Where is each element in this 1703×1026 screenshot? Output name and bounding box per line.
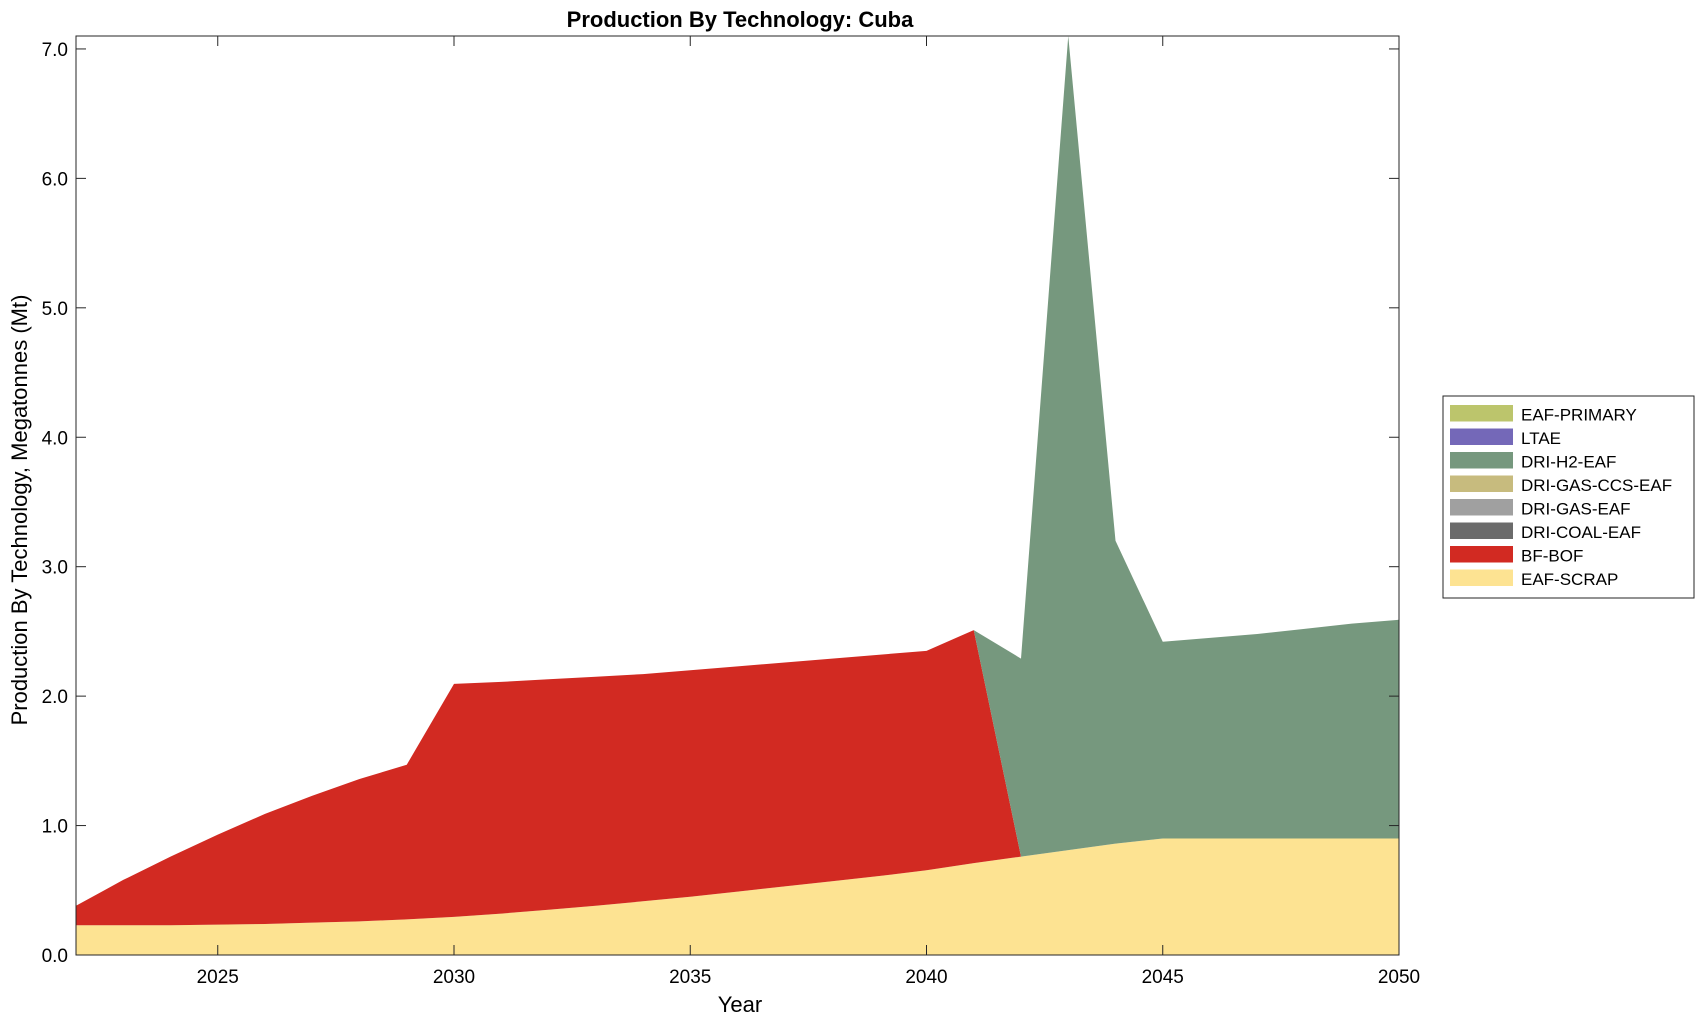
legend-item-dri-gas-ccs-eaf: DRI-GAS-CCS-EAF (1450, 475, 1672, 495)
chart-title: Production By Technology: Cuba (567, 7, 914, 32)
x-tick-label: 2045 (1142, 967, 1184, 988)
x-tick-label: 2050 (1378, 967, 1420, 988)
legend-item-dri-coal-eaf: DRI-COAL-EAF (1450, 522, 1641, 542)
chart-areas (76, 36, 1399, 955)
legend-box (1442, 395, 1695, 599)
legend-label: DRI-COAL-EAF (1521, 523, 1641, 542)
legend-item-ltae: LTAE (1450, 428, 1561, 448)
legend-label: DRI-H2-EAF (1521, 453, 1616, 472)
legend-label: EAF-SCRAP (1521, 570, 1618, 589)
y-tick-label: 4.0 (42, 428, 68, 449)
y-tick-label: 0.0 (42, 946, 68, 967)
legend-item-bf-bof: BF-BOF (1450, 546, 1583, 566)
legend-swatch (1450, 522, 1513, 539)
x-tick-label: 2025 (197, 967, 239, 988)
y-tick-label: 1.0 (42, 817, 68, 838)
y-tick-label: 6.0 (42, 169, 68, 190)
x-tick-label: 2040 (905, 967, 947, 988)
x-tick-label: 2030 (433, 967, 475, 988)
y-tick-label: 5.0 (42, 299, 68, 320)
y-tick-label: 3.0 (42, 558, 68, 579)
legend-swatch (1450, 452, 1513, 469)
legend-swatch (1450, 428, 1513, 445)
legend-swatch (1450, 475, 1513, 492)
legend-label: LTAE (1521, 429, 1561, 448)
y-tick-label: 2.0 (42, 687, 68, 708)
area-bf-bof (76, 630, 1399, 926)
chart-axes: 2025 2030 2035 2040 2045 2050 0.0 1.0 2.0 3.0 4.0 5… (42, 35, 1420, 988)
plot-frame (75, 35, 1400, 956)
legend-swatch (1450, 546, 1513, 563)
legend-swatch (1450, 569, 1513, 586)
legend-label: DRI-GAS-CCS-EAF (1521, 476, 1672, 495)
legend: EAF-PRIMARY LTAE DRI-H2-EAF DRI-GAS-CCS-EAF… (1442, 395, 1695, 599)
y-axis-label: Production By Technology, Megatonnes (Mt… (7, 295, 32, 726)
legend-item-dri-h2-eaf: DRI-H2-EAF (1450, 452, 1616, 472)
legend-item-eaf-scrap: EAF-SCRAP (1450, 569, 1618, 589)
legend-swatch (1450, 405, 1513, 422)
legend-label: DRI-GAS-EAF (1521, 500, 1631, 519)
legend-label: BF-BOF (1521, 547, 1583, 566)
x-axis-label: Year (718, 992, 762, 1017)
legend-swatch (1450, 499, 1513, 516)
y-tick-label: 7.0 (42, 40, 68, 61)
area-eaf-scrap (76, 838, 1399, 955)
legend-item-dri-gas-eaf: DRI-GAS-EAF (1450, 499, 1631, 519)
legend-item-eaf-primary: EAF-PRIMARY (1450, 405, 1637, 425)
x-tick-label: 2035 (669, 967, 711, 988)
legend-label: EAF-PRIMARY (1521, 406, 1637, 425)
area-dri-h2-eaf (76, 36, 1399, 906)
